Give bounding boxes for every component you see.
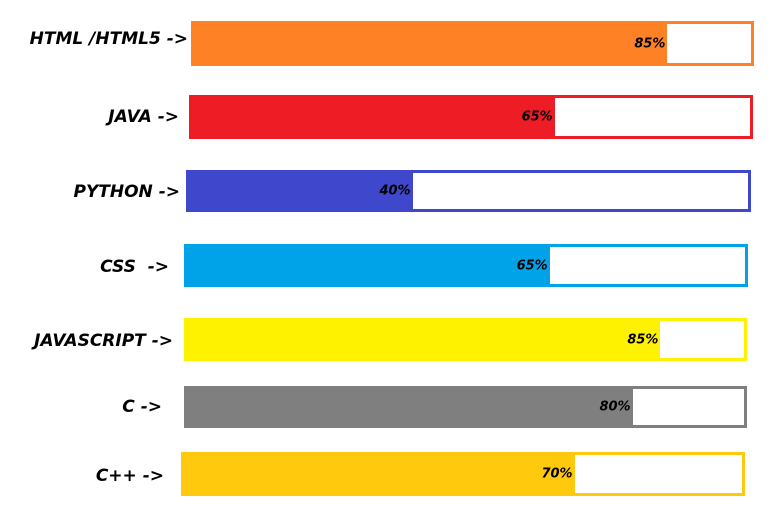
skill-bar-fill	[187, 389, 633, 425]
skill-percent-label: 80%	[599, 399, 631, 415]
skill-bar-fill	[192, 98, 555, 136]
skill-percent-label: 70%	[541, 466, 573, 482]
skill-label-c: C ->	[122, 397, 162, 417]
skill-percent-label: 85%	[634, 36, 666, 51]
skill-label-javascript: JAVASCRIPT ->	[34, 331, 173, 351]
skill-bar-fill	[187, 321, 661, 358]
skill-label-cpp: C++ ->	[95, 466, 164, 486]
skill-bar-fill	[189, 173, 413, 209]
skill-percent-label: 40%	[379, 183, 411, 199]
skill-label-python: PYTHON ->	[73, 182, 181, 202]
skill-percent-label: 85%	[627, 332, 659, 347]
skill-bar-fill	[194, 24, 668, 63]
skill-label-java: JAVA ->	[108, 107, 179, 127]
skill-label-css: CSS ->	[100, 257, 169, 277]
skill-bar-javascript: 85%	[184, 318, 747, 361]
skill-label-html: HTML /HTML5 ->	[29, 29, 188, 49]
skill-bar-css: 65%	[184, 244, 748, 287]
skill-bar-html: 85%	[191, 21, 754, 66]
skill-bar-java: 65%	[189, 95, 753, 139]
skill-bar-python: 40%	[186, 170, 751, 212]
skill-percent-label: 65%	[516, 258, 548, 273]
skill-percent-label: 65%	[521, 109, 553, 125]
skill-bar-fill	[184, 455, 575, 493]
skill-bar-cpp: 70%	[181, 452, 745, 496]
skill-bar-fill	[187, 247, 550, 284]
skill-bar-c: 80%	[184, 386, 747, 428]
